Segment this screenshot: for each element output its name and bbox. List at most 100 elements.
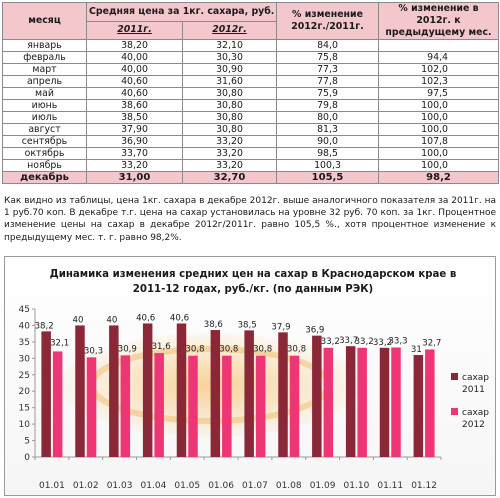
bar-2012: [391, 347, 401, 457]
cell-change-prev: 94,4: [378, 51, 499, 64]
cell-month: апрель: [2, 75, 87, 88]
bar-2012: [154, 353, 164, 457]
data-label-2011: 31: [411, 345, 422, 355]
y-tick-label: 45: [19, 305, 30, 315]
data-label-2011: 40: [106, 315, 117, 325]
cell-price-2012: 30,80: [182, 123, 277, 136]
legend-swatch-2012: [451, 408, 458, 415]
cell-price-2012: 30,80: [182, 111, 277, 124]
cell-change-year: 81,3: [276, 123, 379, 136]
cell-price-2012: 33,20: [182, 147, 277, 160]
bar-2011: [210, 330, 221, 457]
legend-label-line1: сахар: [462, 408, 489, 418]
bar-2012: [52, 351, 63, 457]
cell-price-2011: 31,00: [86, 171, 183, 184]
cell-price-2011: 38,20: [86, 39, 183, 52]
header-change-year: % изменение 2012г./2011г.: [276, 2, 379, 40]
cell-price-2012: 33,20: [182, 135, 277, 148]
cell-price-2012: 31,60: [182, 75, 277, 88]
bar-2011: [75, 325, 85, 457]
cell-change-year: 77,3: [276, 63, 379, 76]
cell-price-2011: 37,90: [86, 123, 183, 136]
bar-2012: [222, 355, 232, 457]
y-tick-label: 15: [19, 404, 30, 414]
cell-price-2012: 32,70: [182, 171, 277, 184]
x-tick-label: 01.12: [411, 481, 437, 491]
x-tick-label: 01.08: [276, 481, 302, 491]
table-row: ноябрь 33,20 33,20 100,3 100,0: [2, 159, 499, 172]
cell-month: февраль: [2, 51, 87, 64]
cell-price-2011: 36,90: [86, 135, 183, 148]
x-tick-label: 01.09: [310, 481, 336, 491]
y-tick-label: 30: [19, 354, 31, 364]
cell-price-2012: 30,30: [182, 51, 277, 64]
cell-price-2011: 38,60: [86, 99, 183, 112]
cell-price-2012: 30,80: [182, 87, 277, 100]
bar-2011: [109, 325, 119, 457]
table-row-total: декабрь 31,00 32,70 105,5 98,2: [2, 171, 499, 184]
chart-legend: сахар 2011 сахар 2012: [451, 373, 489, 430]
cell-month: ноябрь: [2, 159, 87, 172]
data-label-2011: 40,6: [136, 313, 155, 323]
x-tick-label: 01.10: [344, 481, 370, 491]
data-label-2011: 37,9: [271, 322, 290, 332]
price-bar-chart: Динамика изменения средних цен на сахар …: [19, 269, 490, 491]
data-label-2012: 31,6: [152, 342, 171, 352]
data-label-2012: 32,7: [422, 338, 441, 348]
chart-panel: Динамика изменения средних цен на сахар …: [4, 256, 496, 496]
data-label-2011: 38,5: [238, 320, 257, 330]
table-row: октябрь 33,70 33,20 98,5 100,0: [2, 147, 499, 160]
cell-month: июнь: [2, 99, 87, 112]
cell-price-2012: 32,10: [182, 39, 277, 52]
cell-price-2011: 40,60: [86, 87, 183, 100]
bar-2011: [176, 323, 187, 457]
chart-bars: 38,2 32,1 40 30,3 40 30,9 40,6 31,6 40,6 30,8 38,6…: [35, 313, 441, 457]
cell-price-2012: 33,20: [182, 159, 277, 172]
cell-change-year: 90,0: [276, 135, 379, 148]
header-year-2012: 2012г.: [182, 20, 277, 40]
cell-month: август: [2, 123, 87, 136]
cell-change-year: 84,0: [276, 39, 379, 52]
bar-2011: [142, 323, 153, 457]
y-tick-label: 5: [24, 437, 30, 447]
x-tick-label: 01.04: [141, 481, 167, 491]
data-label-2012: 30,9: [118, 344, 137, 354]
bar-2011: [41, 331, 51, 457]
header-year-2011: 2011г.: [86, 20, 183, 40]
table-row: январь 38,20 32,10 84,0: [2, 39, 499, 52]
y-tick-label: 40: [19, 321, 31, 331]
cell-change-prev: 100,0: [378, 159, 499, 172]
cell-price-2011: 40,00: [86, 63, 183, 76]
cell-month: март: [2, 63, 87, 76]
cell-price-2011: 40,00: [86, 51, 183, 64]
bar-2012: [289, 355, 300, 457]
table-row: сентябрь 36,90 33,20 90,0 107,8: [2, 135, 499, 148]
data-label-2012: 33,2: [355, 337, 374, 347]
x-tick-label: 01.07: [242, 481, 268, 491]
data-label-2012: 30,8: [253, 345, 272, 355]
cell-change-year: 79,8: [276, 99, 379, 112]
price-table-container: месяц Средняя цена за 1кг. сахара, руб. …: [2, 2, 499, 184]
legend-label-line2: 2012: [462, 420, 485, 430]
bar-2012: [188, 355, 198, 457]
legend-label-line1: сахар: [462, 373, 489, 383]
y-tick-label: 25: [19, 371, 30, 381]
chart-title-line1: Динамика изменения средних цен на сахар …: [50, 269, 457, 280]
chart-title-line2: 2011-12 годах, руб./кг. (по данным РЭК): [133, 283, 373, 295]
y-tick-label: 0: [24, 453, 30, 463]
analysis-paragraph: Как видно из таблицы, цена 1кг. сахара в…: [4, 196, 496, 243]
chart-axes: 0 5 10 15 20 25 30 35 40 45 01.01 01.02 01.03 01.04 01…: [19, 305, 442, 491]
x-tick-label: 01.05: [174, 481, 200, 491]
cell-change-prev: 100,0: [378, 99, 499, 112]
x-tick-label: 01.02: [73, 481, 99, 491]
cell-month: октябрь: [2, 147, 87, 160]
x-tick-label: 01.11: [377, 481, 403, 491]
data-label-2012: 32,1: [50, 338, 69, 348]
cell-month: июль: [2, 111, 87, 124]
data-label-2012: 30,8: [287, 345, 306, 355]
data-label-2012: 33,2: [321, 337, 340, 347]
header-month: месяц: [2, 2, 87, 40]
data-label-2012: 30,3: [84, 346, 103, 356]
bar-2011: [278, 332, 288, 457]
data-label-2011: 40,6: [170, 313, 189, 323]
